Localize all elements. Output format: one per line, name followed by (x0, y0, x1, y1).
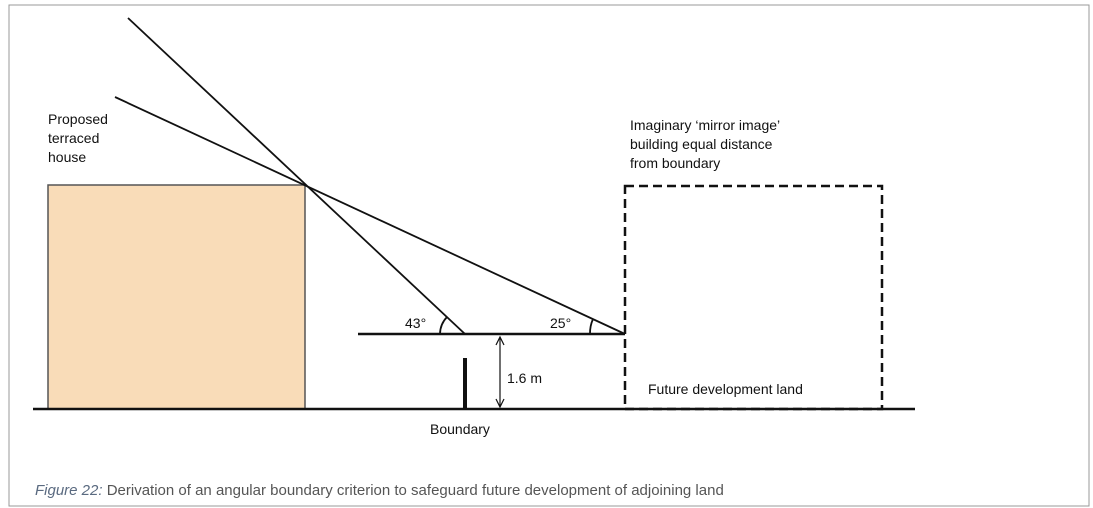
text-line: from boundary (630, 155, 720, 171)
text-line: Imaginary ‘mirror image’ (630, 117, 780, 133)
mirror-label: Imaginary ‘mirror image’ building equal d… (630, 117, 780, 171)
text-line: terraced (48, 130, 99, 146)
text-line: building equal distance (630, 136, 773, 152)
shallow-line (114, 96, 626, 335)
angle-label: 25° (550, 315, 571, 331)
height-label: 1.6 m (507, 370, 542, 386)
house (47, 184, 306, 410)
steep-line (127, 17, 466, 335)
house-label: Proposed terraced house (48, 111, 108, 165)
frame (8, 4, 1090, 507)
angle-arc (589, 318, 594, 335)
caption: Figure 22: Derivation of an angular boun… (35, 482, 724, 499)
future-label: Future development land (648, 381, 803, 397)
text-line: Proposed (48, 111, 108, 127)
angle-arc (439, 316, 448, 335)
boundary-label: Boundary (430, 421, 490, 437)
angle-label: 43° (405, 315, 426, 331)
text-line: house (48, 149, 86, 165)
text-line: Derivation of an angular boundary criter… (103, 482, 724, 499)
text-line: Figure 22: (35, 482, 103, 499)
mirror-building (623, 184, 884, 411)
dimension-arrows (495, 335, 505, 409)
